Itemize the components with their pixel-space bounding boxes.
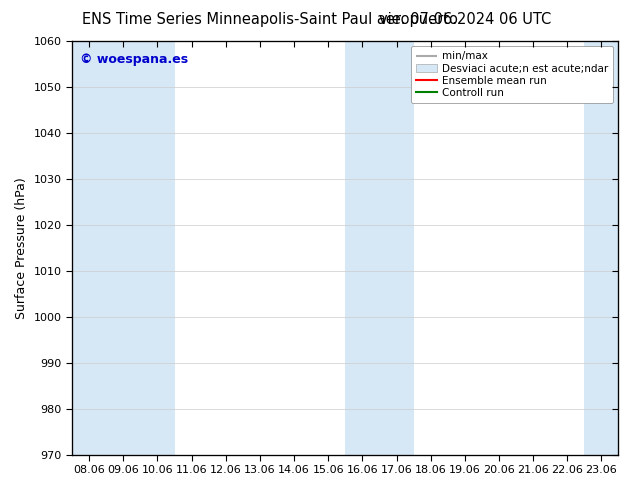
Bar [346,41,413,455]
Text: ENS Time Series Minneapolis-Saint Paul aeropuerto: ENS Time Series Minneapolis-Saint Paul a… [82,12,458,27]
Text: vie. 07.06.2024 06 UTC: vie. 07.06.2024 06 UTC [379,12,552,27]
Bar [107,41,174,455]
Bar [72,41,107,455]
Legend: min/max, Desviaci acute;n est acute;ndar, Ensemble mean run, Controll run: min/max, Desviaci acute;n est acute;ndar… [411,46,613,103]
Text: © woespana.es: © woespana.es [81,53,188,67]
Bar [585,41,619,455]
Y-axis label: Surface Pressure (hPa): Surface Pressure (hPa) [15,177,28,318]
